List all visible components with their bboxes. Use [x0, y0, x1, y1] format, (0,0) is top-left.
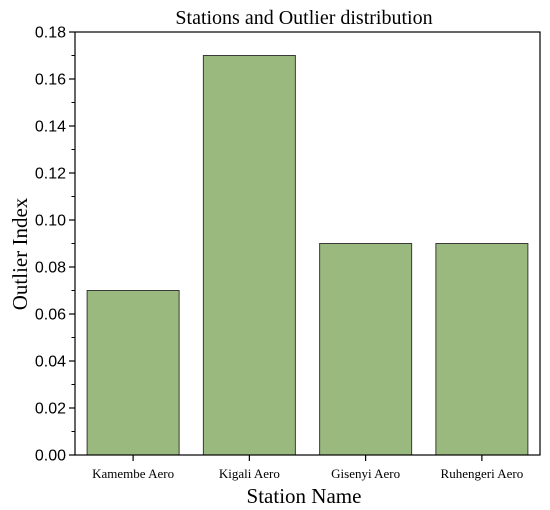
bar [202, 55, 296, 456]
x-tick-label: Kamembe Aero [92, 466, 174, 481]
bar [319, 243, 413, 456]
y-tick-label: 0.02 [35, 401, 66, 418]
y-tick-label: 0.04 [35, 354, 66, 371]
y-tick-label: 0.08 [35, 260, 66, 277]
plot-area: 0.00 0.02 0.04 0.06 0.08 0.10 0.12 0.14 0.16 0.18… [35, 25, 541, 481]
x-axis-label: Station Name [247, 484, 362, 508]
bar [86, 290, 180, 456]
x-tick-label: Gisenyi Aero [331, 466, 400, 481]
x-tick-label: Ruhengeri Aero [441, 466, 524, 481]
chart-title: Stations and Outlier distribution [175, 7, 432, 29]
y-tick-label: 0.10 [35, 213, 66, 230]
y-tick-label: 0.18 [35, 25, 66, 42]
y-tick-label: 0.16 [35, 72, 66, 89]
x-tick-label: Kigali Aero [219, 466, 280, 481]
y-axis-label: Outlier Index [8, 197, 32, 310]
y-tick-label: 0.00 [35, 448, 66, 465]
y-tick-label: 0.14 [35, 119, 66, 136]
bar [435, 243, 529, 456]
y-tick-label: 0.12 [35, 166, 66, 183]
y-tick-label: 0.06 [35, 307, 66, 324]
